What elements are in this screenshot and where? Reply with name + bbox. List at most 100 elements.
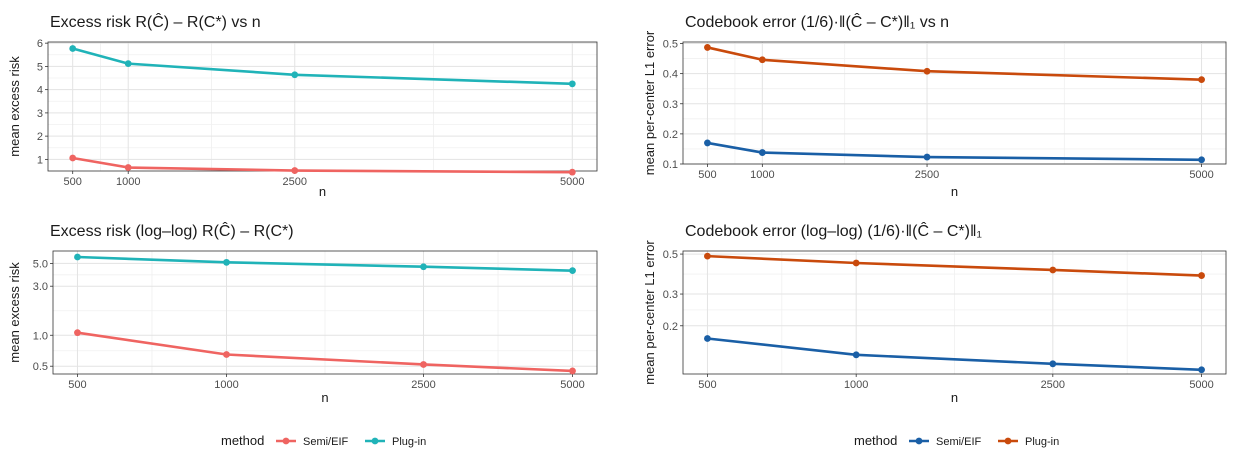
data-point (923, 153, 931, 161)
data-point (923, 67, 931, 75)
chart-panel-2: 500 1000 2500 5000 0.1 0.2 0.3 0.4 0.5 n mean per-… (642, 12, 1227, 199)
y-tick-label: 2 (37, 131, 43, 143)
series-plug-in (704, 252, 1205, 279)
y-axis-label: mean per-center L1 error (642, 240, 657, 385)
legend-key-point (915, 437, 923, 445)
data-point (568, 168, 576, 176)
data-point (420, 361, 427, 368)
y-tick-label: 1 (37, 154, 43, 166)
y-tick-label: 0.5 (33, 361, 48, 373)
minor-grid (48, 42, 597, 171)
legend-title: method (221, 433, 264, 448)
x-tick-label: 1000 (750, 169, 774, 181)
panel-border (682, 41, 1227, 165)
x-axis-label: n (321, 390, 328, 405)
data-point (852, 351, 860, 359)
series-semi-eif (74, 329, 576, 375)
data-point (124, 60, 132, 68)
series-line (707, 254, 1202, 277)
x-tick-label: 1000 (214, 379, 238, 391)
y-axis-label: mean excess risk (7, 262, 22, 363)
chart-panel-3: 500 1000 2500 5000 0.5 1.0 3.0 5.0 n mean excess … (7, 221, 598, 405)
data-point (223, 351, 230, 358)
panel-border (52, 250, 598, 375)
legend-label: Plug-in (1025, 436, 1059, 448)
legend-title: method (854, 433, 897, 448)
data-point (1049, 266, 1057, 274)
x-tick-label: 5000 (1189, 379, 1213, 391)
legend-item: Semi/EIF (909, 436, 982, 448)
x-tick-label: 500 (698, 169, 716, 181)
series-line (72, 156, 573, 174)
y-axis-label: mean per-center L1 error (642, 30, 657, 175)
data-point (223, 258, 230, 266)
x-tick-label: 5000 (560, 379, 584, 391)
data-point (291, 167, 299, 174)
legend-item: Plug-in (365, 436, 426, 448)
chart-title: Codebook error (1/6)·‖(Ĉ – C*)‖₁ vs n (685, 12, 949, 31)
legend-key-point (282, 437, 290, 445)
series-line (77, 255, 573, 272)
y-tick-label: 0.3 (663, 99, 678, 111)
major-grid (48, 42, 597, 171)
series-line (707, 46, 1202, 81)
x-tick-label: 500 (64, 176, 82, 188)
legend-1: method Semi/EIF Plug-in (221, 433, 426, 448)
minor-grid (53, 251, 597, 374)
data-point (1198, 366, 1205, 374)
series-line (77, 331, 573, 373)
x-axis-label: n (951, 184, 958, 199)
x-tick-label: 500 (68, 379, 86, 391)
data-point (1049, 360, 1057, 368)
series-plug-in (704, 44, 1205, 84)
x-axis-label: n (319, 184, 326, 199)
x-tick-label: 2500 (1041, 379, 1065, 391)
y-tick-label: 5.0 (33, 258, 48, 270)
x-tick-label: 1000 (116, 176, 140, 188)
legend-label: Plug-in (392, 436, 426, 448)
data-point (69, 154, 77, 162)
y-tick-label: 3.0 (33, 281, 48, 293)
data-point (704, 335, 711, 342)
y-tick-label: 5 (37, 61, 43, 73)
chart-title: Codebook error (log–log) (1/6)·‖(Ĉ – C*)… (685, 221, 982, 240)
series-line (707, 337, 1202, 372)
series-line (707, 141, 1202, 162)
data-point (1198, 156, 1205, 164)
series-line (72, 47, 573, 86)
chart-panel-4: 500 1000 2500 5000 0.2 0.3 0.5 n mean per-center… (642, 221, 1227, 405)
data-point (758, 149, 766, 156)
data-point (569, 367, 576, 375)
y-tick-label: 0.5 (663, 39, 678, 51)
y-tick-label: 3 (37, 108, 43, 120)
series-plug-in (69, 45, 576, 88)
y-tick-label: 6 (37, 38, 43, 50)
legend-item: Plug-in (998, 436, 1059, 448)
chart-title: Excess risk R(Ĉ) – R(C*) vs n (50, 12, 261, 31)
data-point (704, 44, 711, 51)
y-tick-label: 4 (37, 85, 43, 97)
y-tick-label: 0.1 (663, 159, 678, 171)
y-tick-label: 0.3 (663, 289, 678, 301)
chart-panel-1: 500 1000 2500 5000 1 2 3 4 5 6 n mean excess risk Ex… (7, 12, 598, 199)
data-point (1198, 76, 1205, 84)
x-tick-label: 1000 (844, 379, 868, 391)
data-point (420, 263, 427, 271)
data-point (1198, 272, 1205, 279)
series-plug-in (74, 253, 576, 275)
x-tick-label: 5000 (1189, 169, 1213, 181)
data-point (704, 252, 711, 260)
x-axis-label: n (951, 390, 958, 405)
legend-label: Semi/EIF (936, 436, 982, 448)
x-tick-label: 2500 (915, 169, 939, 181)
y-tick-label: 0.2 (663, 129, 678, 141)
series-semi-eif (704, 139, 1205, 164)
chart-title: Excess risk (log–log) R(Ĉ) – R(C*) (50, 221, 294, 240)
legend-key-point (1004, 437, 1012, 445)
data-point (69, 45, 77, 52)
data-point (291, 71, 299, 79)
legend-item: Semi/EIF (276, 436, 349, 448)
y-tick-label: 0.5 (663, 249, 678, 261)
data-point (704, 139, 711, 147)
